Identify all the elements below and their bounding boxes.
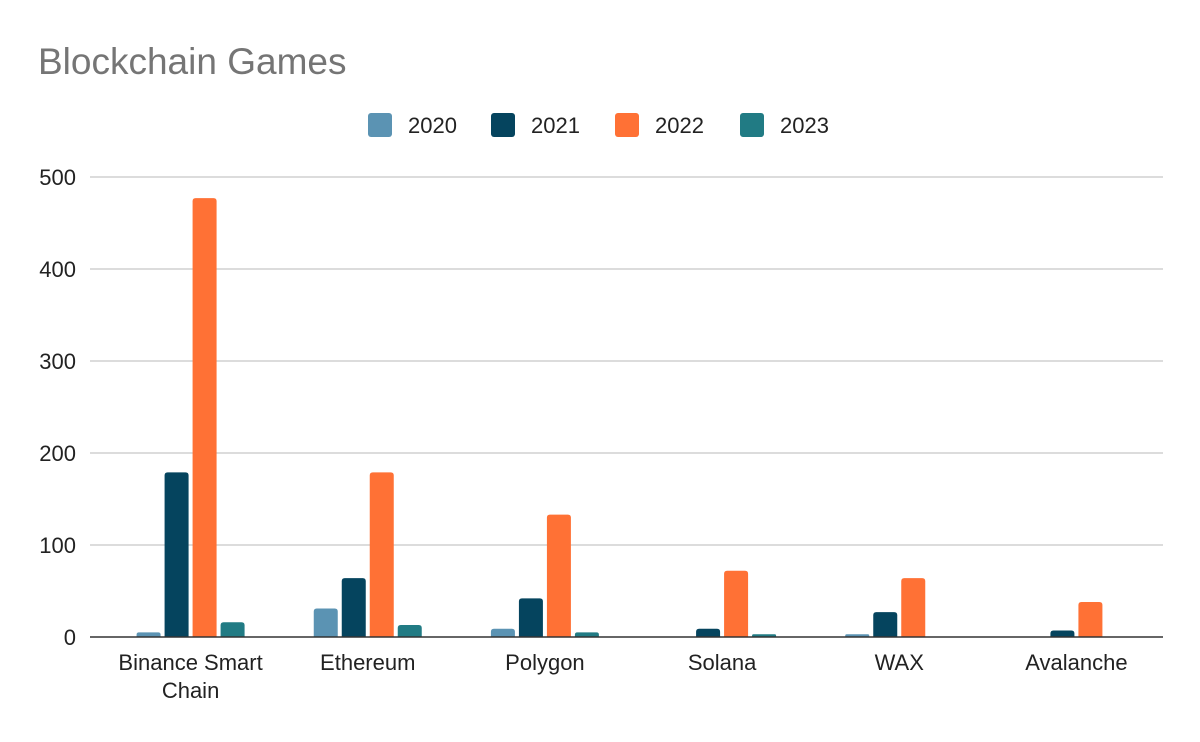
legend-swatch: [368, 113, 392, 137]
bar-2023: [220, 622, 245, 637]
bar-2022: [1078, 602, 1103, 637]
y-tick-label: 0: [64, 625, 76, 650]
y-axis-ticks: 0 100 200 300 400 500: [39, 165, 76, 650]
chart-title: Blockchain Games: [38, 41, 346, 82]
bar-2021: [518, 598, 543, 637]
x-tick-label: Ethereum: [320, 650, 415, 675]
bar-2020: [313, 608, 338, 637]
bar-2022: [546, 514, 571, 637]
bar-2021: [341, 578, 366, 637]
bar-2022: [901, 578, 926, 637]
legend-swatch: [740, 113, 764, 137]
legend-label: 2020: [408, 113, 457, 138]
legend-swatch: [615, 113, 639, 137]
legend-label: 2021: [531, 113, 580, 138]
bar-2021: [164, 472, 189, 637]
legend-label: 2022: [655, 113, 704, 138]
legend-label: 2023: [780, 113, 829, 138]
y-tick-label: 100: [39, 533, 76, 558]
x-tick-label: Binance Smart Chain: [118, 650, 262, 703]
x-tick-label: Solana: [688, 650, 757, 675]
y-tick-label: 400: [39, 257, 76, 282]
legend-swatch: [491, 113, 515, 137]
bars: [136, 198, 1103, 637]
bar-2023: [397, 625, 422, 637]
bar-2023: [574, 632, 599, 637]
bar-2020: [490, 628, 515, 637]
bar-2021: [1050, 630, 1075, 637]
x-tick-label: Polygon: [505, 650, 585, 675]
x-tick-label: Avalanche: [1025, 650, 1127, 675]
y-tick-label: 200: [39, 441, 76, 466]
x-tick-label: WAX: [875, 650, 925, 675]
y-gridlines: [90, 176, 1163, 546]
y-tick-label: 300: [39, 349, 76, 374]
bar-2022: [369, 472, 394, 637]
bar-2021: [873, 612, 898, 637]
bar-2021: [696, 628, 721, 637]
y-tick-label: 500: [39, 165, 76, 190]
x-axis-labels: Binance Smart Chain Ethereum Polygon Solana W…: [118, 650, 1127, 703]
bar-2022: [192, 198, 217, 637]
legend: 2020 2021 2022 2023: [368, 113, 829, 138]
bar-2022: [724, 570, 749, 637]
bar-2020: [136, 632, 161, 637]
